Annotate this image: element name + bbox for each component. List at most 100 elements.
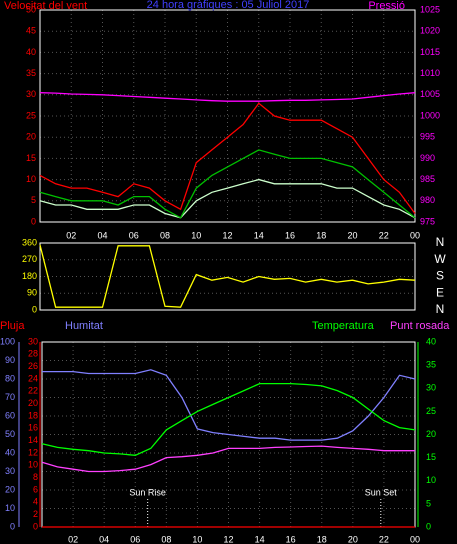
x-tick-label: 14	[255, 534, 265, 544]
y-tick-label: 90	[5, 355, 15, 365]
y3-tick-label: 4	[33, 497, 38, 507]
y3-tick-label: 22	[28, 386, 38, 396]
series-line	[41, 382, 416, 456]
y3-tick-label: 28	[28, 349, 38, 359]
x-tick-label: 00	[410, 230, 420, 240]
y3-tick-label: 0	[33, 521, 38, 531]
y-tick-label: 180	[22, 271, 37, 281]
x-tick-label: 08	[161, 534, 171, 544]
series-label: Velocitat del vent	[4, 0, 87, 12]
series-label: Humitat	[65, 320, 103, 332]
y2-tick-label: 990	[420, 153, 435, 163]
y-tick-label: 0	[32, 304, 37, 314]
x-tick-label: 10	[191, 230, 201, 240]
y-tick-label: 0	[10, 521, 15, 531]
x-tick-label: 18	[316, 230, 326, 240]
x-tick-label: 16	[285, 230, 295, 240]
y3-tick-label: 10	[28, 460, 38, 470]
x-tick-label: 14	[254, 230, 264, 240]
y-tick-label: 90	[27, 288, 37, 298]
y-tick-label: 10	[5, 503, 15, 513]
series-line	[39, 149, 416, 219]
y2-tick-label: W	[434, 252, 446, 266]
y3-tick-label: 12	[28, 447, 38, 457]
series-label: Pressió	[368, 0, 405, 12]
y3-tick-label: 30	[28, 336, 38, 346]
series-line	[39, 102, 416, 214]
y2-tick-label: 20	[426, 429, 436, 439]
series-label: Pluja	[0, 320, 25, 332]
y-tick-label: 15	[26, 153, 36, 163]
series-label: Temperatura	[312, 320, 375, 332]
y2-tick-label: 975	[420, 216, 435, 226]
y2-tick-label: 1025	[420, 4, 440, 14]
series-line	[41, 445, 415, 473]
x-tick-label: 06	[130, 534, 140, 544]
x-tick-label: 22	[379, 534, 389, 544]
y2-tick-label: 995	[420, 132, 435, 142]
y2-tick-label: 35	[426, 360, 436, 370]
x-tick-label: 20	[347, 230, 357, 240]
y-tick-label: 270	[22, 254, 37, 264]
y2-tick-label: 980	[420, 195, 435, 205]
y2-tick-label: 1020	[420, 26, 440, 36]
x-tick-label: 12	[223, 534, 233, 544]
y-tick-label: 10	[26, 174, 36, 184]
y3-tick-label: 14	[28, 435, 38, 445]
y3-tick-label: 6	[33, 484, 38, 494]
y2-tick-label: 1005	[420, 89, 440, 99]
y-tick-label: 100	[0, 336, 15, 346]
y-tick-label: 20	[26, 132, 36, 142]
y3-tick-label: 18	[28, 410, 38, 420]
y-tick-label: 30	[5, 466, 15, 476]
y2-tick-label: E	[436, 285, 444, 299]
x-tick-label: 12	[222, 230, 232, 240]
y2-tick-label: 985	[420, 174, 435, 184]
y-tick-label: 40	[5, 447, 15, 457]
y-tick-label: 35	[26, 68, 36, 78]
y3-tick-label: 16	[28, 423, 38, 433]
y3-tick-label: 20	[28, 398, 38, 408]
series-line	[39, 244, 416, 308]
plot-frame	[39, 242, 416, 311]
x-tick-label: 04	[97, 230, 107, 240]
y-tick-label: 70	[5, 392, 15, 402]
y-tick-label: 50	[5, 429, 15, 439]
series-line	[42, 369, 416, 441]
y2-tick-label: 15	[426, 452, 436, 462]
y-tick-label: 30	[26, 89, 36, 99]
annotation: Sun Set	[365, 487, 398, 497]
y2-tick-label: 25	[426, 406, 436, 416]
chart-title: 24 hora gràfiques : 05 Juliol 2017	[147, 0, 310, 11]
x-tick-label: 18	[317, 534, 327, 544]
y2-tick-label: 1010	[420, 68, 440, 78]
y-tick-label: 50	[26, 4, 36, 14]
y-tick-label: 5	[31, 195, 36, 205]
y-tick-label: 80	[5, 373, 15, 383]
series-label: Punt rosada	[390, 320, 450, 332]
y-tick-label: 0	[31, 216, 36, 226]
y-tick-label: 20	[5, 484, 15, 494]
y2-tick-label: 40	[426, 336, 436, 346]
y3-tick-label: 2	[33, 509, 38, 519]
y-tick-label: 25	[26, 110, 36, 120]
y-tick-label: 45	[26, 26, 36, 36]
x-tick-label: 08	[160, 230, 170, 240]
annotation: Sun Rise	[129, 487, 166, 497]
y3-tick-label: 24	[28, 373, 38, 383]
y2-tick-label: 0	[426, 521, 431, 531]
y2-tick-label: 1015	[420, 47, 440, 57]
x-tick-label: 22	[379, 230, 389, 240]
x-tick-label: 20	[348, 534, 358, 544]
y2-tick-label: N	[436, 302, 445, 316]
y2-tick-label: 5	[426, 498, 431, 508]
x-tick-label: 02	[66, 230, 76, 240]
series-line	[39, 178, 416, 219]
y2-tick-label: 1000	[420, 110, 440, 120]
x-tick-label: 16	[286, 534, 296, 544]
y-tick-label: 40	[26, 47, 36, 57]
series-line	[39, 92, 416, 102]
